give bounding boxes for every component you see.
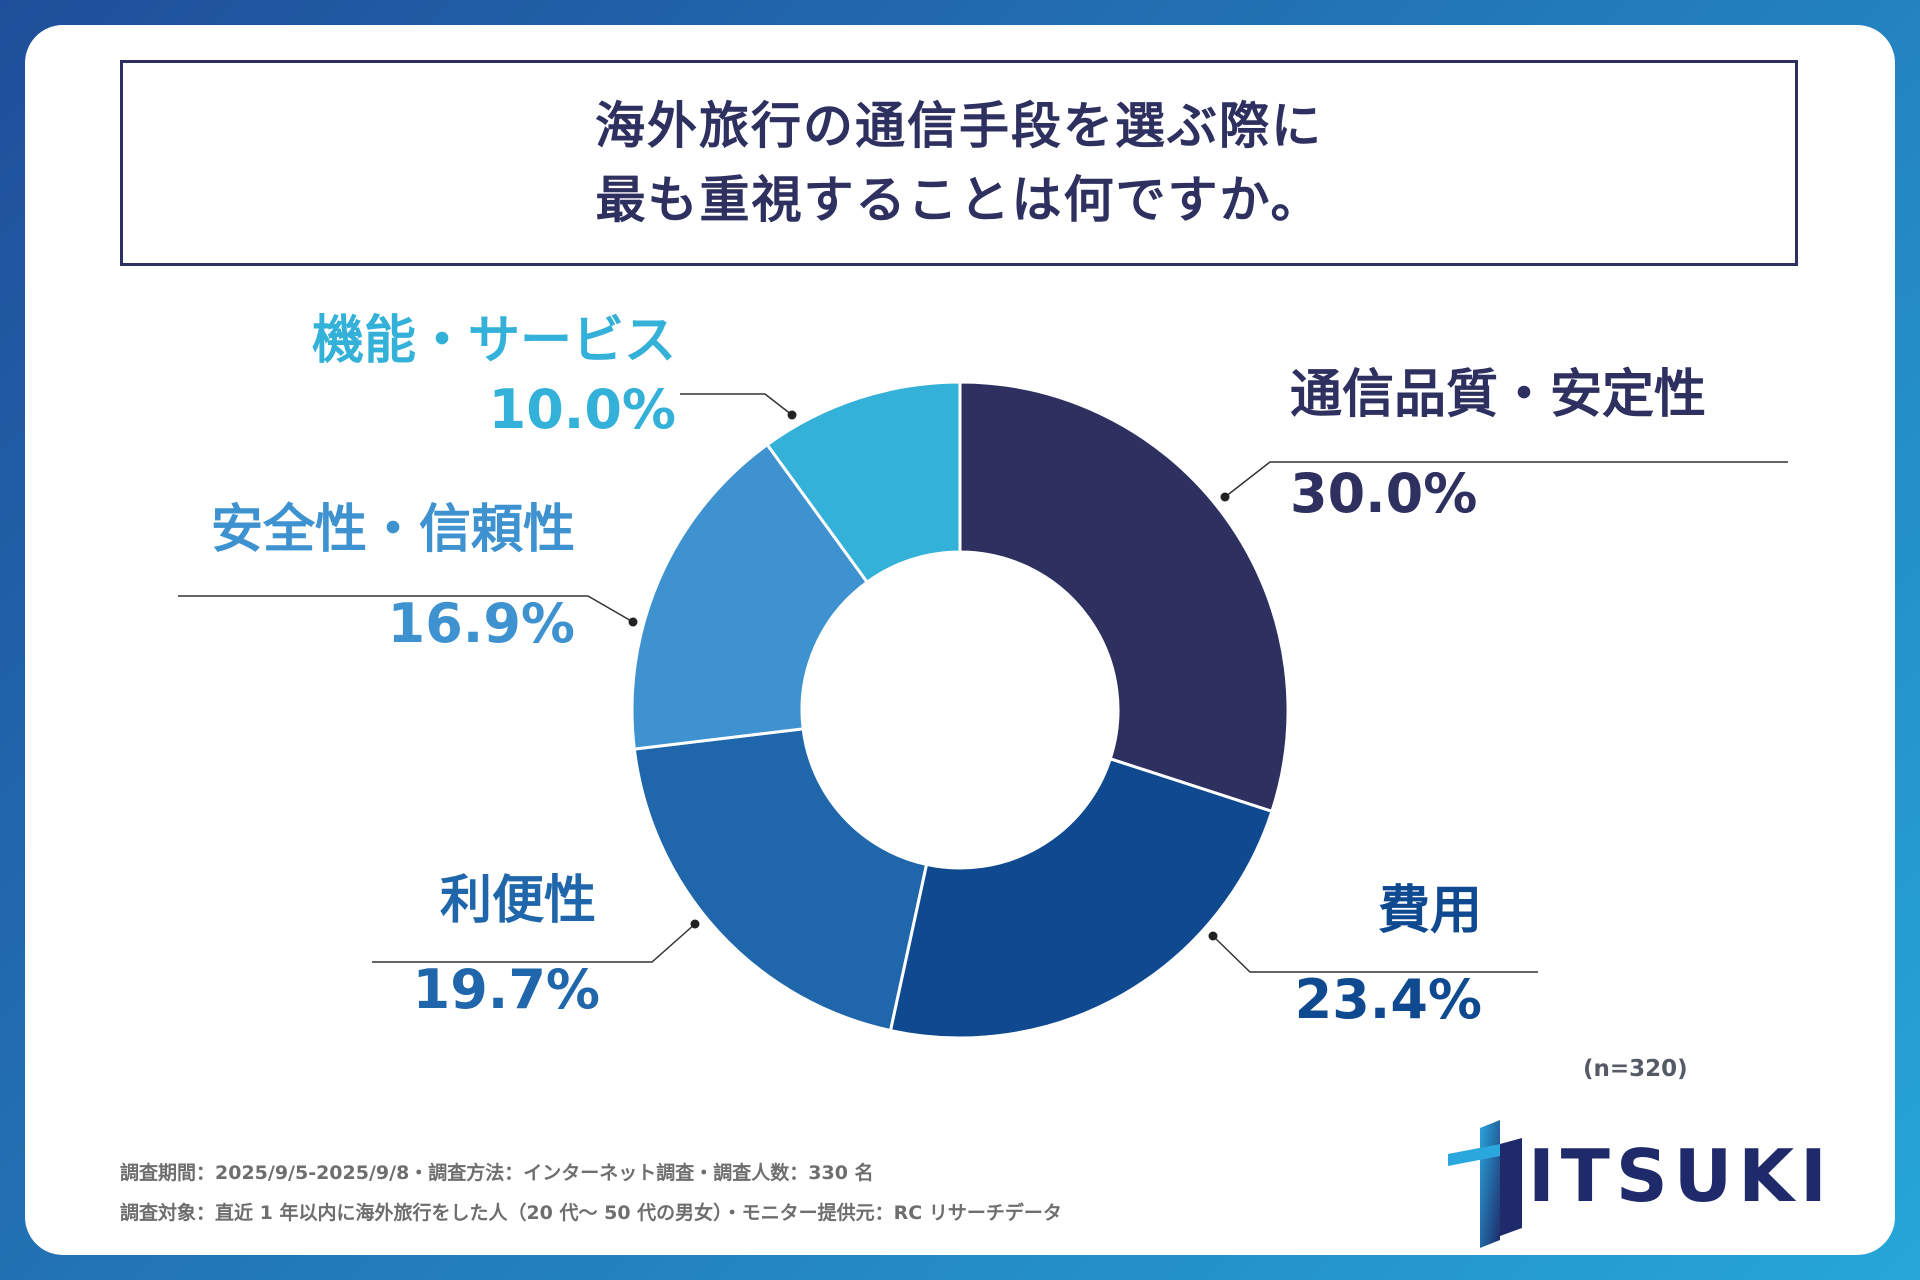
slice-value-cost: 23.4% [1295, 968, 1482, 1031]
donut-slice-features-services [765, 380, 962, 585]
logo-mark-icon [1448, 1120, 1522, 1248]
slice-value-quality-stability: 30.0% [1290, 462, 1477, 525]
slice-label-convenience: 利便性 [440, 871, 596, 931]
card [25, 25, 1895, 1255]
chart-title-line-2: 最も重視することは何ですか。 [595, 171, 1323, 229]
slice-label-features-services: 機能・サービス [312, 311, 676, 371]
itsuki-logo: ITSUKI [1440, 1118, 1827, 1248]
leader-line-convenience [372, 923, 696, 963]
logo-text: ITSUKI [1528, 1134, 1833, 1218]
leader-line-safety-reliability [178, 595, 634, 623]
slice-value-safety-reliability: 16.9% [388, 592, 575, 655]
chart-title-line-1: 海外旅行の通信手段を選ぶ際に [595, 97, 1323, 155]
leader-line-quality-stability [1224, 461, 1788, 498]
leader-dot-safety-reliability [628, 617, 638, 627]
leader-line-features-services [680, 393, 793, 416]
slice-label-quality-stability: 通信品質・安定性 [1290, 365, 1706, 425]
leader-dot-cost [1208, 931, 1218, 941]
slice-label-cost: 費用 [1378, 881, 1482, 941]
survey-target-note: 調査対象：直近 1 年以内に海外旅行をした人（20 代〜 50 代の男女）・モニ… [120, 1202, 1062, 1224]
donut-slice-safety-reliability [630, 442, 870, 751]
slice-label-safety-reliability: 安全性・信頼性 [211, 500, 575, 560]
donut-slice-cost [888, 756, 1274, 1040]
slice-value-convenience: 19.7% [413, 958, 600, 1021]
donut-slice-quality-stability [958, 380, 1290, 814]
sample-size-label: (n=320) [1583, 1056, 1688, 1082]
leader-dot-convenience [690, 919, 700, 929]
survey-period-note: 調査期間：2025/9/5-2025/9/8・調査方法：インターネット調査・調査… [120, 1162, 874, 1184]
donut-slice-convenience [632, 727, 929, 1033]
slice-value-features-services: 10.0% [489, 378, 676, 441]
leader-dot-quality-stability [1220, 492, 1230, 502]
leader-dot-features-services [787, 410, 797, 420]
leader-line-cost [1212, 935, 1538, 973]
title-box: 海外旅行の通信手段を選ぶ際に 最も重視することは何ですか。 [120, 60, 1798, 266]
